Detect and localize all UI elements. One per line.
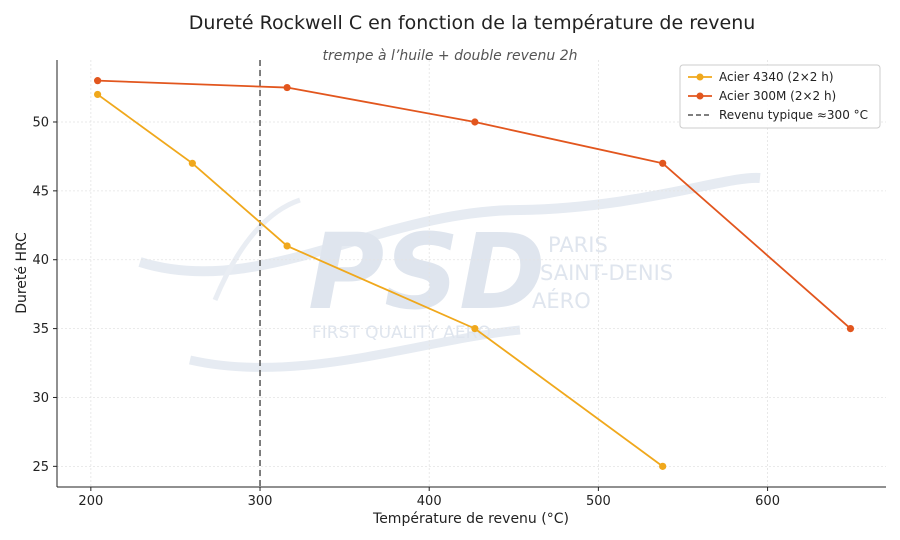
legend-label-300m: Acier 300M (2×2 h)	[719, 89, 836, 103]
legend-item-4340[interactable]: Acier 4340 (2×2 h)	[688, 70, 834, 84]
data-point[interactable]	[659, 159, 667, 167]
data-point[interactable]	[188, 159, 196, 167]
series-1	[94, 77, 855, 333]
data-point[interactable]	[659, 462, 667, 470]
x-tick-label: 400	[417, 494, 442, 509]
data-point[interactable]	[846, 324, 855, 333]
svg-text:AÉRO: AÉRO	[532, 288, 591, 313]
chart-subtitle: trempe à l’huile + double revenu 2h	[323, 48, 578, 64]
watermark-logo: PSD PARIS SAINT-DENIS AÉRO FIRST QUALITY…	[138, 172, 761, 372]
legend-box	[679, 64, 881, 129]
series-group	[94, 77, 855, 470]
x-tick-label: 600	[755, 494, 780, 509]
y-tick-label: 40	[32, 253, 49, 268]
legend-item-reference[interactable]: Revenu typique ≈300 °C	[688, 108, 868, 122]
axes	[56, 60, 886, 488]
y-axis-label: Dureté HRC	[14, 232, 30, 314]
x-tick-label: 500	[586, 494, 611, 509]
chart-title: Dureté Rockwell C en fonction de la temp…	[189, 12, 756, 34]
x-axis-label: Température de revenu (°C)	[372, 511, 569, 527]
legend-marker-4340	[696, 73, 704, 81]
legend: Acier 4340 (2×2 h) Acier 300M (2×2 h) Re…	[679, 64, 881, 129]
svg-text:PARIS: PARIS	[548, 233, 608, 257]
y-tick-label: 35	[32, 322, 49, 337]
data-point[interactable]	[283, 242, 291, 250]
y-tick-label: 25	[32, 460, 49, 475]
data-point[interactable]	[94, 77, 102, 85]
data-point[interactable]	[471, 118, 479, 126]
svg-text:FIRST QUALITY AERO: FIRST QUALITY AERO	[312, 323, 491, 343]
svg-text:PSD: PSD	[308, 211, 545, 333]
data-point[interactable]	[94, 90, 102, 99]
legend-label-4340: Acier 4340 (2×2 h)	[719, 70, 834, 84]
y-tick-label: 30	[32, 391, 49, 406]
legend-item-300m[interactable]: Acier 300M (2×2 h)	[688, 89, 836, 103]
legend-label-reference: Revenu typique ≈300 °C	[719, 108, 868, 122]
data-point[interactable]	[471, 324, 479, 333]
x-tick-label: 300	[248, 494, 273, 509]
data-point[interactable]	[283, 83, 291, 92]
x-ticks: 200 300 400 500 600	[78, 487, 780, 509]
legend-marker-300m	[696, 92, 704, 100]
y-tick-label: 50	[32, 115, 49, 130]
series-0	[94, 90, 667, 470]
svg-text:SAINT-DENIS: SAINT-DENIS	[540, 261, 673, 285]
x-tick-label: 200	[78, 494, 103, 509]
y-tick-label: 45	[32, 184, 49, 199]
y-ticks: 25 30 35 40 45 50	[32, 115, 57, 475]
